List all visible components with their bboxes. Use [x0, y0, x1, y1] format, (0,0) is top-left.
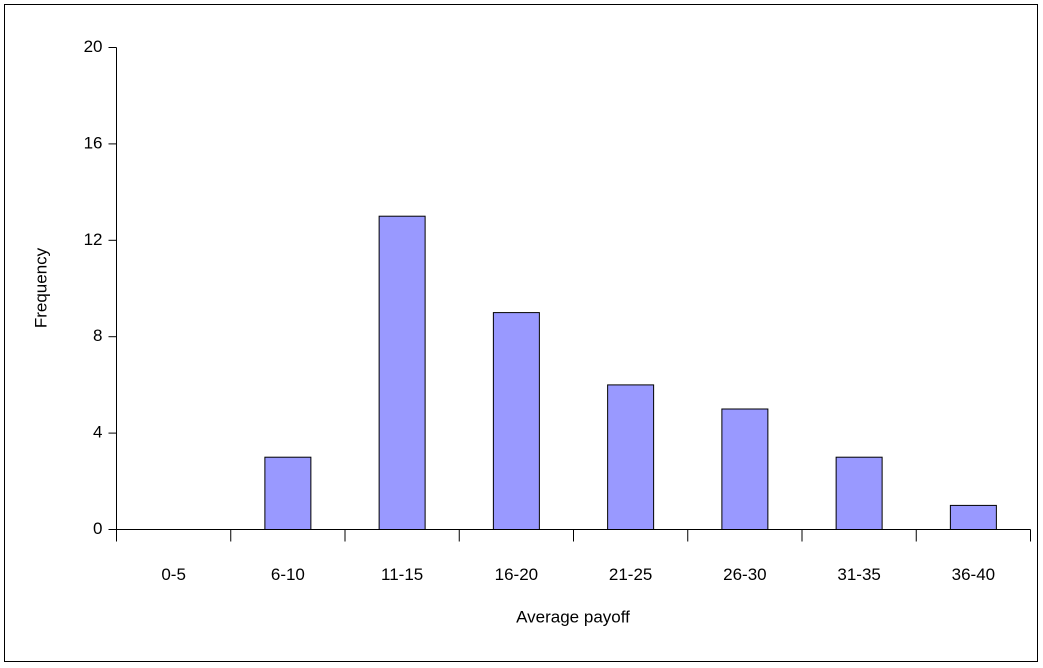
- y-tick-label: 0: [93, 519, 102, 538]
- y-tick-label: 8: [93, 326, 102, 345]
- x-tick-label: 0-5: [161, 565, 186, 584]
- bar: [492, 312, 540, 530]
- x-tick-label: 21-25: [609, 565, 652, 584]
- y-tick-label: 20: [84, 37, 103, 56]
- y-axis-title: Frequency: [31, 247, 50, 328]
- y-tick-label: 4: [93, 423, 102, 442]
- x-tick-label: 26-30: [723, 565, 766, 584]
- y-tick-label: 12: [84, 230, 103, 249]
- bar: [264, 456, 312, 531]
- bar: [607, 384, 655, 530]
- bar: [721, 408, 769, 530]
- bar: [949, 504, 997, 530]
- x-tick-label: 6-10: [271, 565, 305, 584]
- bar: [378, 215, 426, 530]
- x-tick-label: 31-35: [837, 565, 880, 584]
- y-tick-label: 16: [84, 133, 103, 152]
- x-tick-label: 16-20: [495, 565, 538, 584]
- x-tick-label: 36-40: [952, 565, 995, 584]
- bar: [835, 456, 883, 531]
- x-axis-title: Average payoff: [516, 607, 630, 626]
- x-tick-label: 11-15: [381, 565, 423, 584]
